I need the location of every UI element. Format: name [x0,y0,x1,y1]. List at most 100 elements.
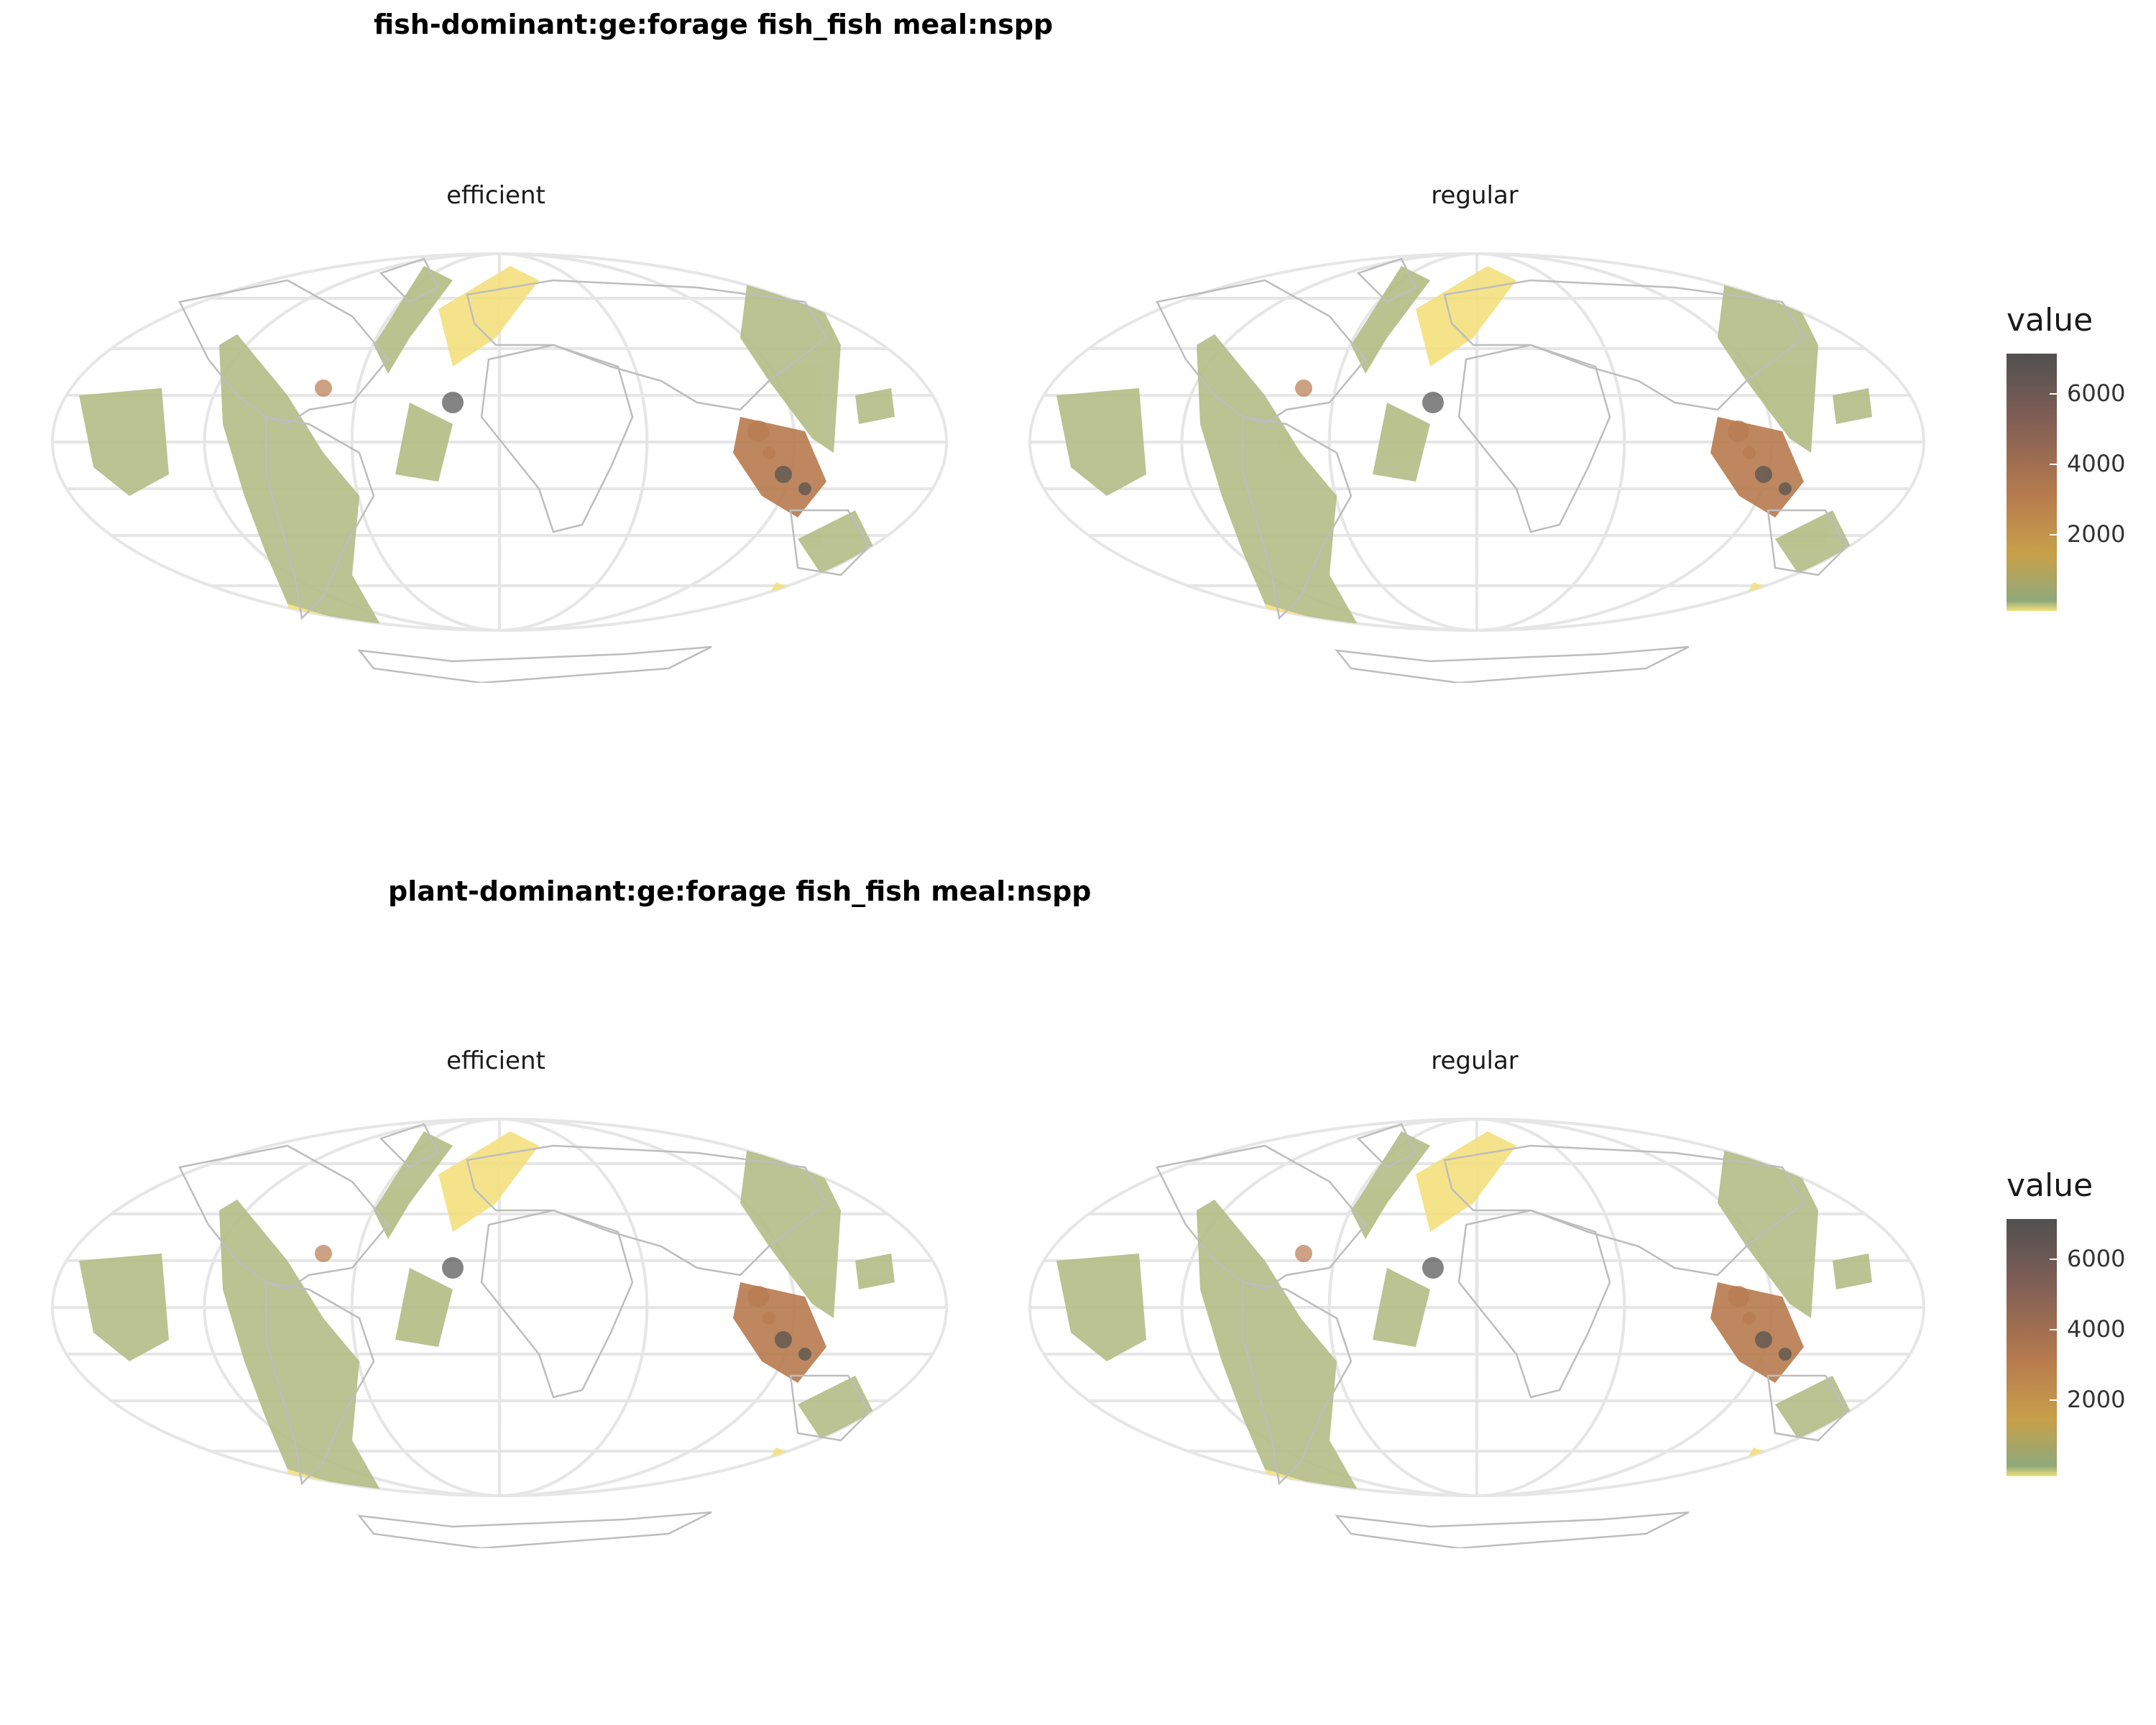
country-border [178,279,390,426]
world-map-plant-regular [1028,1118,1925,1548]
hotspot [315,380,332,397]
hotspot [1743,1312,1756,1325]
country-border [1457,1209,1611,1399]
country-border [789,509,871,576]
country-border [379,1123,440,1169]
hotspot [1779,482,1792,495]
ocean-value-region [1775,1376,1854,1448]
graticule-meridian [1475,1119,1479,1496]
country-border [1356,1123,1417,1169]
country-border [1156,1144,1367,1291]
ocean-value-region [395,402,453,482]
panel-label-regular: regular [1431,181,1519,210]
graticule-meridian [497,1119,502,1496]
country-border [357,1511,712,1548]
graticule-meridian [350,254,649,630]
ocean-value-region [1197,1200,1358,1491]
tick-mark [2050,1329,2057,1330]
country-border [789,1374,871,1442]
hotspot [798,1348,811,1361]
graticule-meridian [1475,254,1479,630]
hotspot [763,446,775,459]
ocean-value-region [79,1254,169,1361]
hotspot [1755,466,1772,483]
ocean-value-region [374,1131,453,1239]
country-border [264,415,375,620]
hotspots [315,1245,811,1361]
world-map-plant-efficient [51,1118,948,1548]
graticule-meridian [497,254,502,630]
ocean-value-region [79,388,169,496]
hotspots [1295,380,1792,495]
tick-label: 6000 [2067,1245,2126,1272]
hotspot [315,1245,332,1262]
hotspot [747,420,769,442]
tick-mark [2050,393,2057,395]
ocean-value-region [438,1131,539,1232]
hotspot [775,1331,792,1348]
tick-label: 2000 [2067,1386,2126,1413]
tick-mark [2050,1259,2057,1260]
ocean-value-region [1351,266,1430,374]
country-border [1443,279,1805,411]
hotspot [1755,1331,1772,1348]
country-border [379,257,440,303]
land-outlines [178,1123,871,1548]
country-border [466,1144,828,1276]
hotspot [798,482,811,495]
hotspot [775,466,792,483]
panel-label-efficient: efficient [446,181,545,210]
hotspot [1295,380,1312,397]
country-border [1457,344,1611,533]
ocean-value-region [1351,1131,1430,1239]
ocean-value-region [740,280,841,453]
hotspot [1728,1286,1749,1307]
world-map-fish-efficient [51,252,948,683]
world-map-fish-regular [1028,252,1925,683]
tick-label: 4000 [2067,1315,2126,1343]
country-border [1242,1281,1353,1486]
ocean-value-region [219,334,381,625]
ocean-value-region [1833,1254,1872,1289]
ocean-value-region [395,1268,453,1347]
graticule-meridian [350,1119,649,1496]
country-border [1443,1144,1805,1276]
ocean-value-region [855,388,895,424]
country-border [480,1209,634,1399]
ocean-value-region [1833,388,1872,424]
ocean-value-region [1373,1268,1430,1347]
panel-label-efficient: efficient [446,1046,545,1075]
legend-section-2: value 6000 4000 2000 [1998,1167,2142,1491]
tick-label: 4000 [2067,450,2126,477]
legend-title: value [2007,302,2093,339]
hotspots [315,380,811,495]
ocean-value-region [1718,1146,1818,1318]
country-border [178,1144,390,1291]
ocean-value-region [1197,334,1358,625]
hotspot [1422,1257,1444,1279]
section-2-title: plant-dominant:ge:forage fish_fish meal:… [388,875,1092,907]
value-fill [1056,1131,1872,1496]
colorbar [2007,354,2057,611]
ocean-value-region [1056,1254,1146,1361]
ocean-value-region [1775,510,1854,582]
land-outlines [1156,1123,1848,1548]
ocean-value-region [1718,280,1818,453]
hotspot [442,392,464,413]
ocean-value-region [438,266,539,367]
country-border [1356,257,1417,303]
hotspot [1779,1348,1792,1361]
ocean-value-region [1416,266,1516,367]
colorbar [2007,1219,2057,1476]
country-border [357,645,712,683]
ocean-value-region [219,1200,381,1491]
land-outlines [1156,257,1848,683]
ocean-value-region [374,266,453,374]
hotspot [442,1257,464,1279]
hotspot [1728,420,1749,442]
ocean-value-region [1373,402,1430,482]
section-1-title: fish-dominant:ge:forage fish_fish meal:n… [374,9,1054,40]
hotspots [1295,1245,1792,1361]
ocean-value-region [740,1146,841,1318]
country-border [264,1281,375,1486]
